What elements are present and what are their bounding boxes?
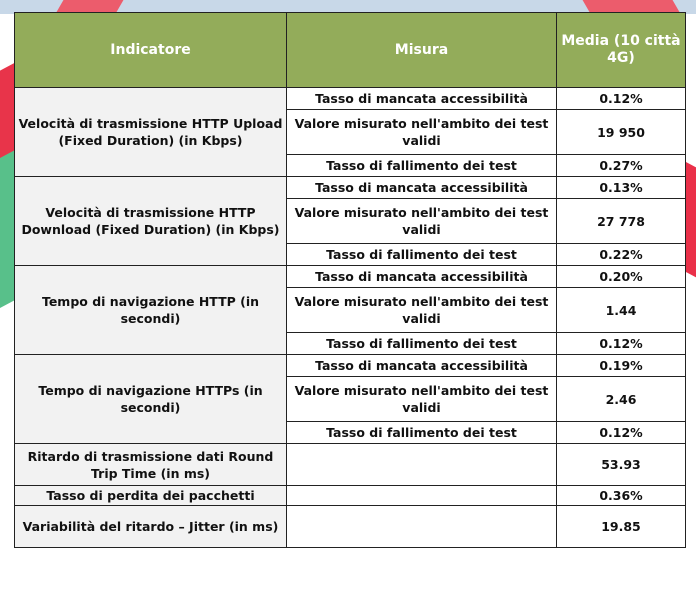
measure-cell: Valore misurato nell'ambito dei test val… (286, 376, 557, 422)
measure-cell: Valore misurato nell'ambito dei test val… (286, 287, 557, 333)
table-row: Tempo di navigazione HTTP (in secondi) T… (14, 265, 686, 355)
header-indicator: Indicatore (14, 12, 287, 88)
indicator-cell: Tempo di navigazione HTTPs (in secondi) (14, 354, 287, 444)
value-cell: 0.22% (556, 243, 686, 266)
table-row: Tasso di fallimento dei test 0.12% (15, 421, 686, 444)
value-cell: 53.93 (556, 443, 686, 486)
header-measure: Misura (286, 12, 557, 88)
table-row: Tempo di navigazione HTTPs (in secondi) … (14, 354, 686, 444)
value-cell: 0.36% (556, 485, 686, 506)
measure-cell (286, 443, 557, 486)
indicator-cell: Variabilità del ritardo – Jitter (in ms) (14, 505, 287, 548)
value-cell: 0.12% (556, 87, 686, 110)
table-row: Tasso di perdita dei pacchetti 0.36% (14, 485, 686, 506)
table-header-row: Indicatore Misura Media (10 città 4G) (14, 12, 686, 88)
measure-cell: Tasso di mancata accessibilità (286, 176, 557, 199)
table-row: Valore misurato nell'ambito dei test val… (15, 109, 686, 155)
measure-cell: Tasso di fallimento dei test (286, 154, 557, 177)
table-row: Velocità di trasmissione HTTP Download (… (14, 176, 686, 266)
table-row: Valore misurato nell'ambito dei test val… (15, 376, 686, 422)
indicator-cell: Velocità di trasmissione HTTP Download (… (14, 176, 287, 266)
measure-cell: Tasso di mancata accessibilità (286, 87, 557, 110)
table-row: Ritardo di trasmissione dati Round Trip … (14, 443, 686, 486)
table-row: Variabilità del ritardo – Jitter (in ms)… (14, 505, 686, 548)
measure-cell: Valore misurato nell'ambito dei test val… (286, 198, 557, 244)
background-band (0, 0, 696, 14)
measure-cell: Tasso di mancata accessibilità (286, 354, 557, 377)
table-row: Tasso di fallimento dei test 0.22% (15, 243, 686, 266)
indicator-cell: Ritardo di trasmissione dati Round Trip … (14, 443, 287, 486)
background-shape (56, 0, 124, 12)
indicator-cell: Tempo di navigazione HTTP (in secondi) (14, 265, 287, 355)
value-cell: 27 778 (556, 198, 686, 244)
measure-cell: Tasso di fallimento dei test (286, 421, 557, 444)
value-cell: 2.46 (556, 376, 686, 422)
measure-cell (286, 485, 557, 506)
value-cell: 0.13% (556, 176, 686, 199)
indicator-cell: Tasso di perdita dei pacchetti (14, 485, 287, 506)
value-cell: 0.19% (556, 354, 686, 377)
value-cell: 0.27% (556, 154, 686, 177)
results-table: Indicatore Misura Media (10 città 4G) Ve… (14, 12, 686, 548)
measure-cell: Tasso di fallimento dei test (286, 332, 557, 355)
measure-cell (286, 505, 557, 548)
measure-cell: Tasso di mancata accessibilità (286, 265, 557, 288)
header-average: Media (10 città 4G) (556, 12, 686, 88)
background-shape (582, 0, 680, 12)
measure-cell: Valore misurato nell'ambito dei test val… (286, 109, 557, 155)
table-row: Tasso di fallimento dei test 0.27% (15, 154, 686, 177)
value-cell: 0.12% (556, 421, 686, 444)
value-cell: 19.85 (556, 505, 686, 548)
value-cell: 19 950 (556, 109, 686, 155)
measure-cell: Tasso di fallimento dei test (286, 243, 557, 266)
table-row: Velocità di trasmissione HTTP Upload (Fi… (14, 87, 686, 177)
value-cell: 0.20% (556, 265, 686, 288)
indicator-cell: Velocità di trasmissione HTTP Upload (Fi… (14, 87, 287, 177)
value-cell: 1.44 (556, 287, 686, 333)
value-cell: 0.12% (556, 332, 686, 355)
